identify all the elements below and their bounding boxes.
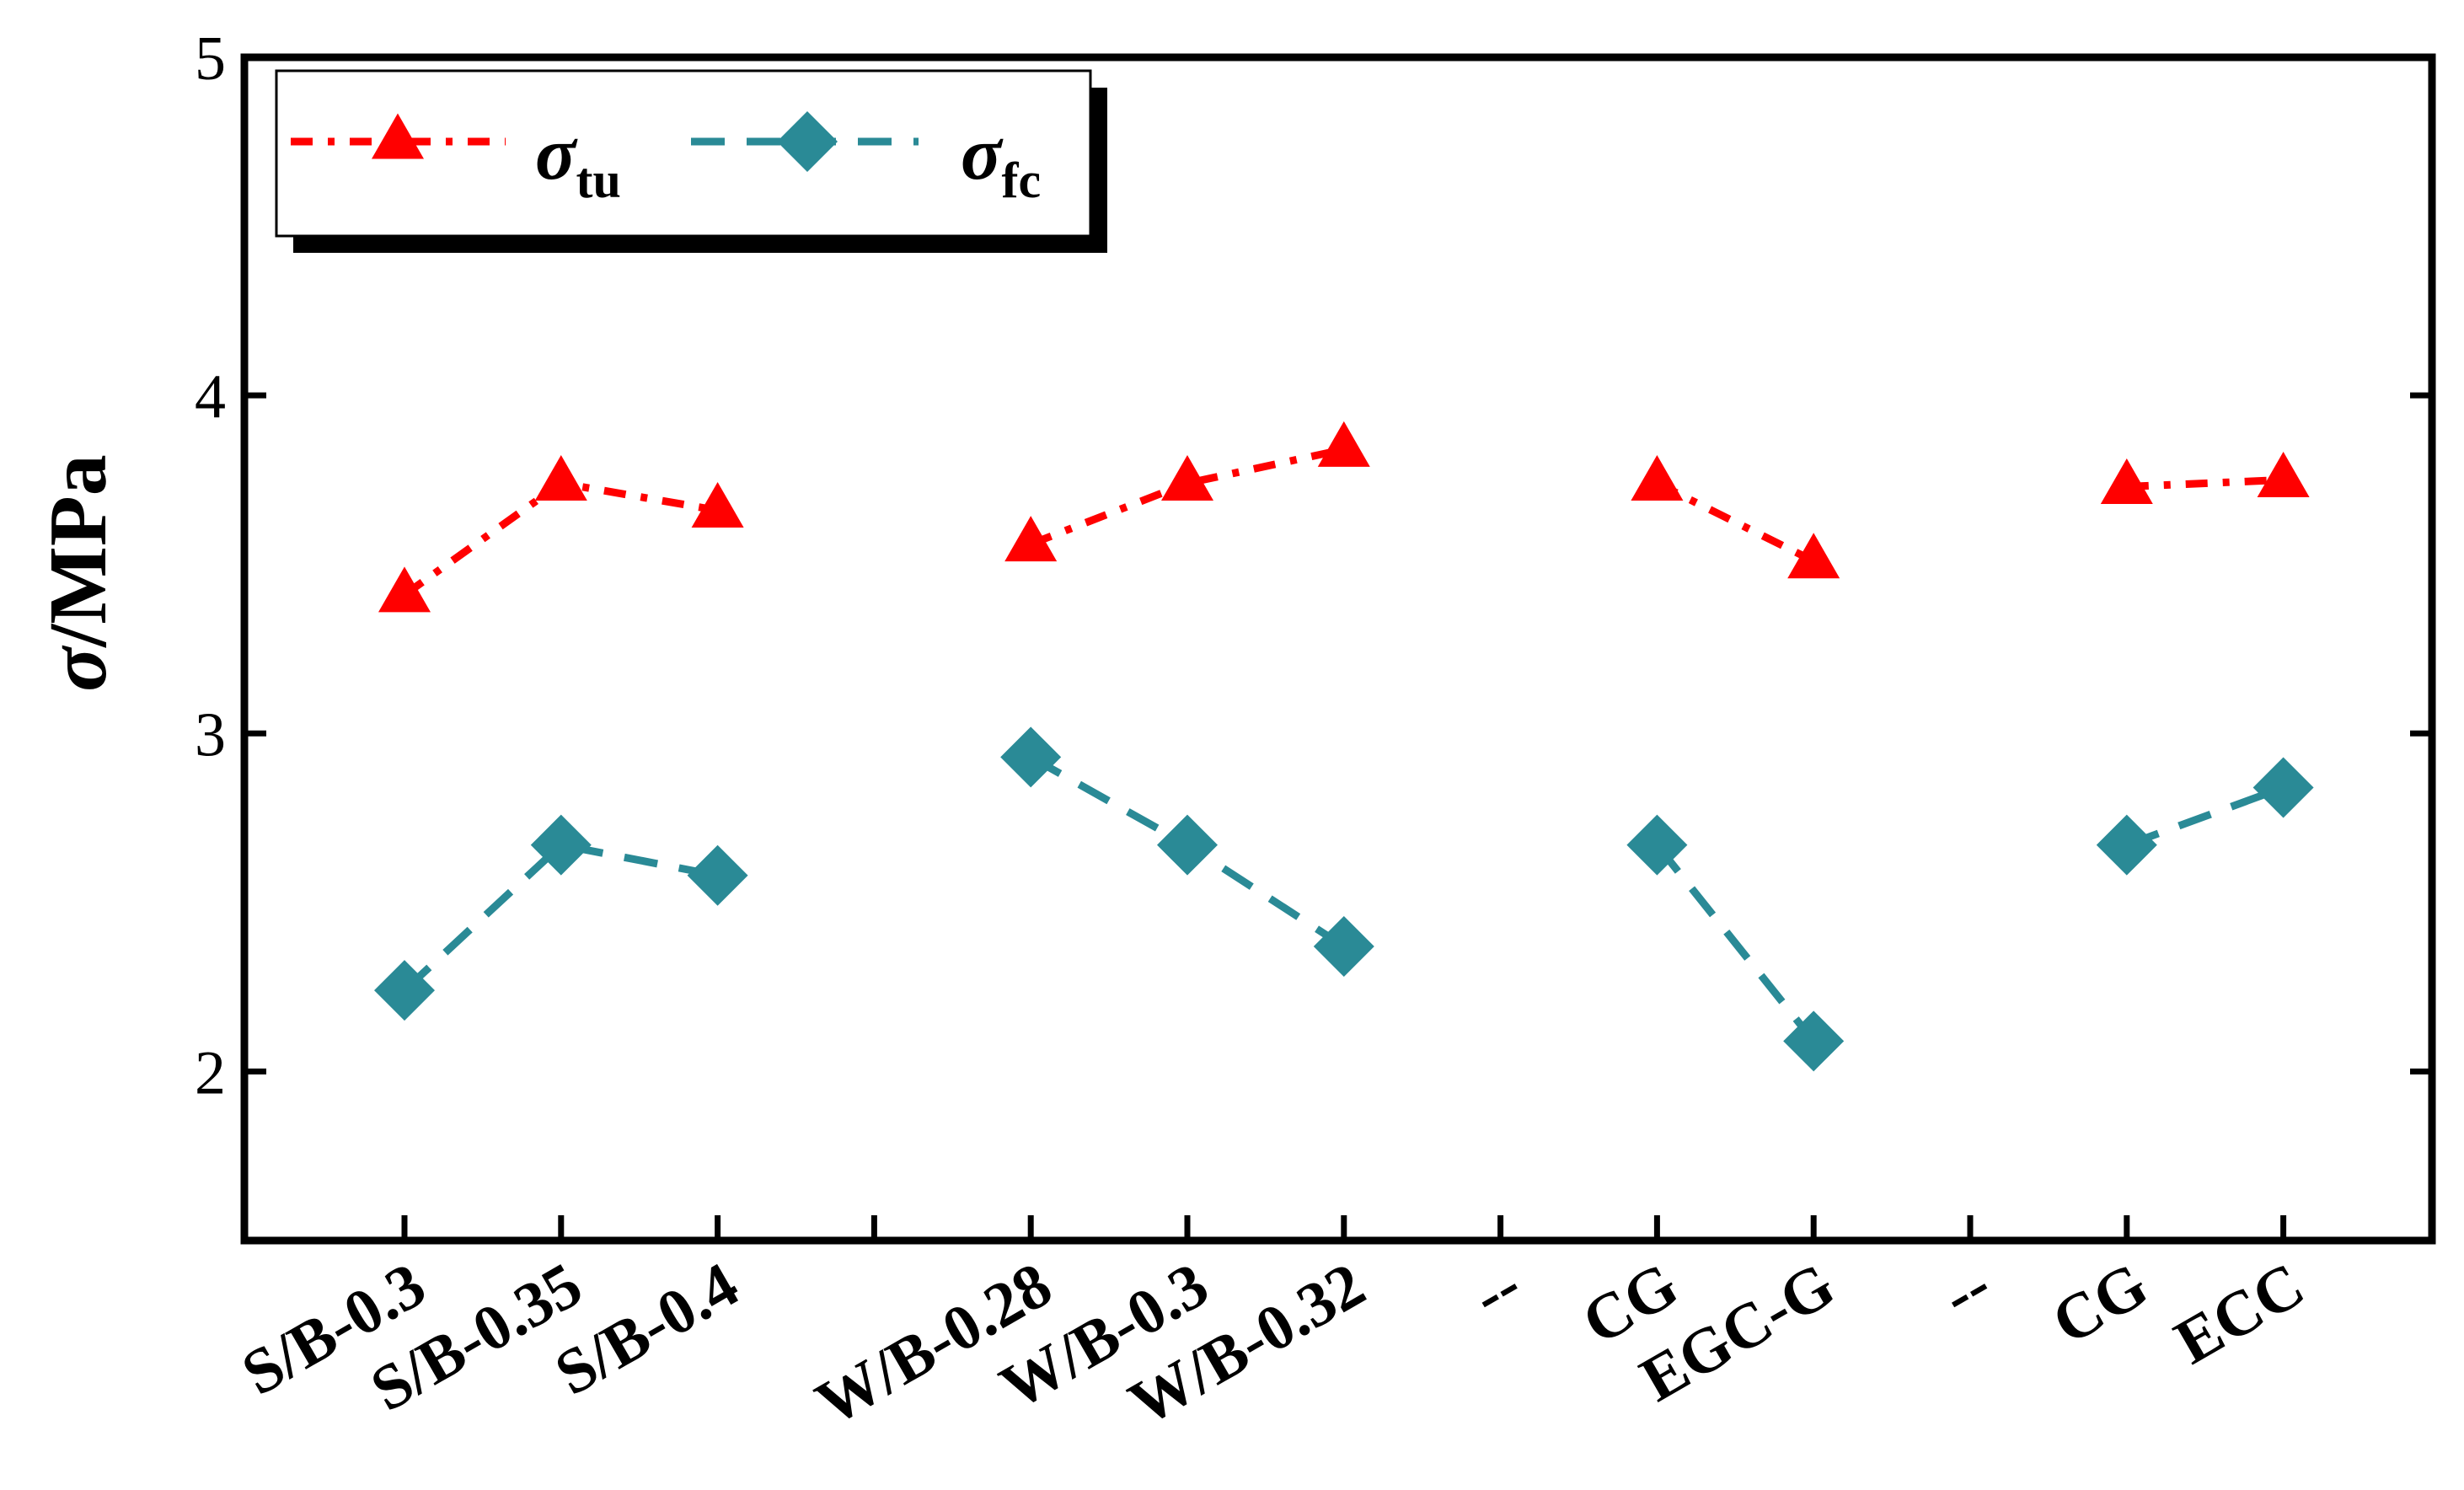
legend-tu-symbol: σ bbox=[535, 112, 578, 196]
series-0-point-2 bbox=[691, 482, 744, 528]
series-1-line-2 bbox=[1653, 842, 1817, 1044]
series-1-point-12 bbox=[2252, 757, 2314, 818]
series-1 bbox=[374, 726, 2314, 1072]
legend-fc-symbol: σ bbox=[961, 112, 1004, 196]
series-0-point-12 bbox=[2257, 451, 2310, 497]
x-tick-label-2: S/B-0.4 bbox=[544, 1249, 750, 1409]
y-axis-label: σ/MPa bbox=[33, 454, 124, 691]
x-tick-label-12: ECC bbox=[2163, 1249, 2316, 1378]
series-1-point-2 bbox=[687, 844, 748, 906]
series-0-point-0 bbox=[378, 566, 431, 613]
y-axis-label-unit: /MPa bbox=[33, 454, 124, 648]
series-0-point-11 bbox=[2100, 458, 2153, 504]
x-tick-label-10: -- bbox=[1931, 1249, 2003, 1332]
y-tick-label-2: 2 bbox=[195, 1038, 226, 1107]
series-1-point-6 bbox=[1313, 916, 1374, 978]
series-0-line-3 bbox=[2126, 475, 2284, 490]
x-tick-label-11: CG bbox=[2041, 1249, 2160, 1359]
series-0 bbox=[378, 421, 2310, 613]
series-1-point-1 bbox=[530, 814, 592, 876]
series-0-point-1 bbox=[534, 454, 587, 501]
legend-label-fc: σfc bbox=[961, 112, 1041, 208]
legend: σtu σfc bbox=[275, 69, 1107, 253]
series-0-point-9 bbox=[1787, 533, 1840, 579]
series-1-line-3 bbox=[2125, 784, 2285, 849]
series-0-point-5 bbox=[1161, 454, 1213, 501]
series-1-point-11 bbox=[2096, 814, 2157, 876]
series-0-line-1 bbox=[1029, 445, 1345, 548]
series-0-point-4 bbox=[1004, 516, 1058, 562]
series-0-point-6 bbox=[1317, 421, 1370, 467]
series-1-line-0 bbox=[401, 840, 719, 994]
series-1-point-0 bbox=[374, 960, 435, 1021]
series-1-point-4 bbox=[1000, 726, 1062, 788]
series-1-point-5 bbox=[1157, 814, 1218, 876]
y-axis-label-symbol: σ bbox=[33, 645, 124, 692]
y-tick-label-4: 4 bbox=[195, 362, 226, 431]
series-1-point-9 bbox=[1783, 1010, 1845, 1072]
legend-marker-1 bbox=[777, 111, 838, 172]
plot-frame bbox=[240, 53, 2436, 1245]
legend-fc-subscript: fc bbox=[1002, 153, 1042, 208]
series-0-point-8 bbox=[1631, 454, 1684, 501]
series-layer bbox=[374, 421, 2314, 1072]
x-tick-label-7: -- bbox=[1460, 1249, 1533, 1332]
y-tick-label-3: 3 bbox=[195, 700, 226, 769]
legend-items bbox=[291, 111, 919, 172]
legend-marker-0 bbox=[372, 113, 424, 159]
legend-tu-subscript: tu bbox=[576, 153, 621, 208]
series-1-point-8 bbox=[1626, 814, 1688, 876]
legend-label-tu: σtu bbox=[535, 112, 621, 208]
y-tick-label-5: 5 bbox=[195, 24, 226, 94]
series-0-line-2 bbox=[1655, 480, 1816, 565]
